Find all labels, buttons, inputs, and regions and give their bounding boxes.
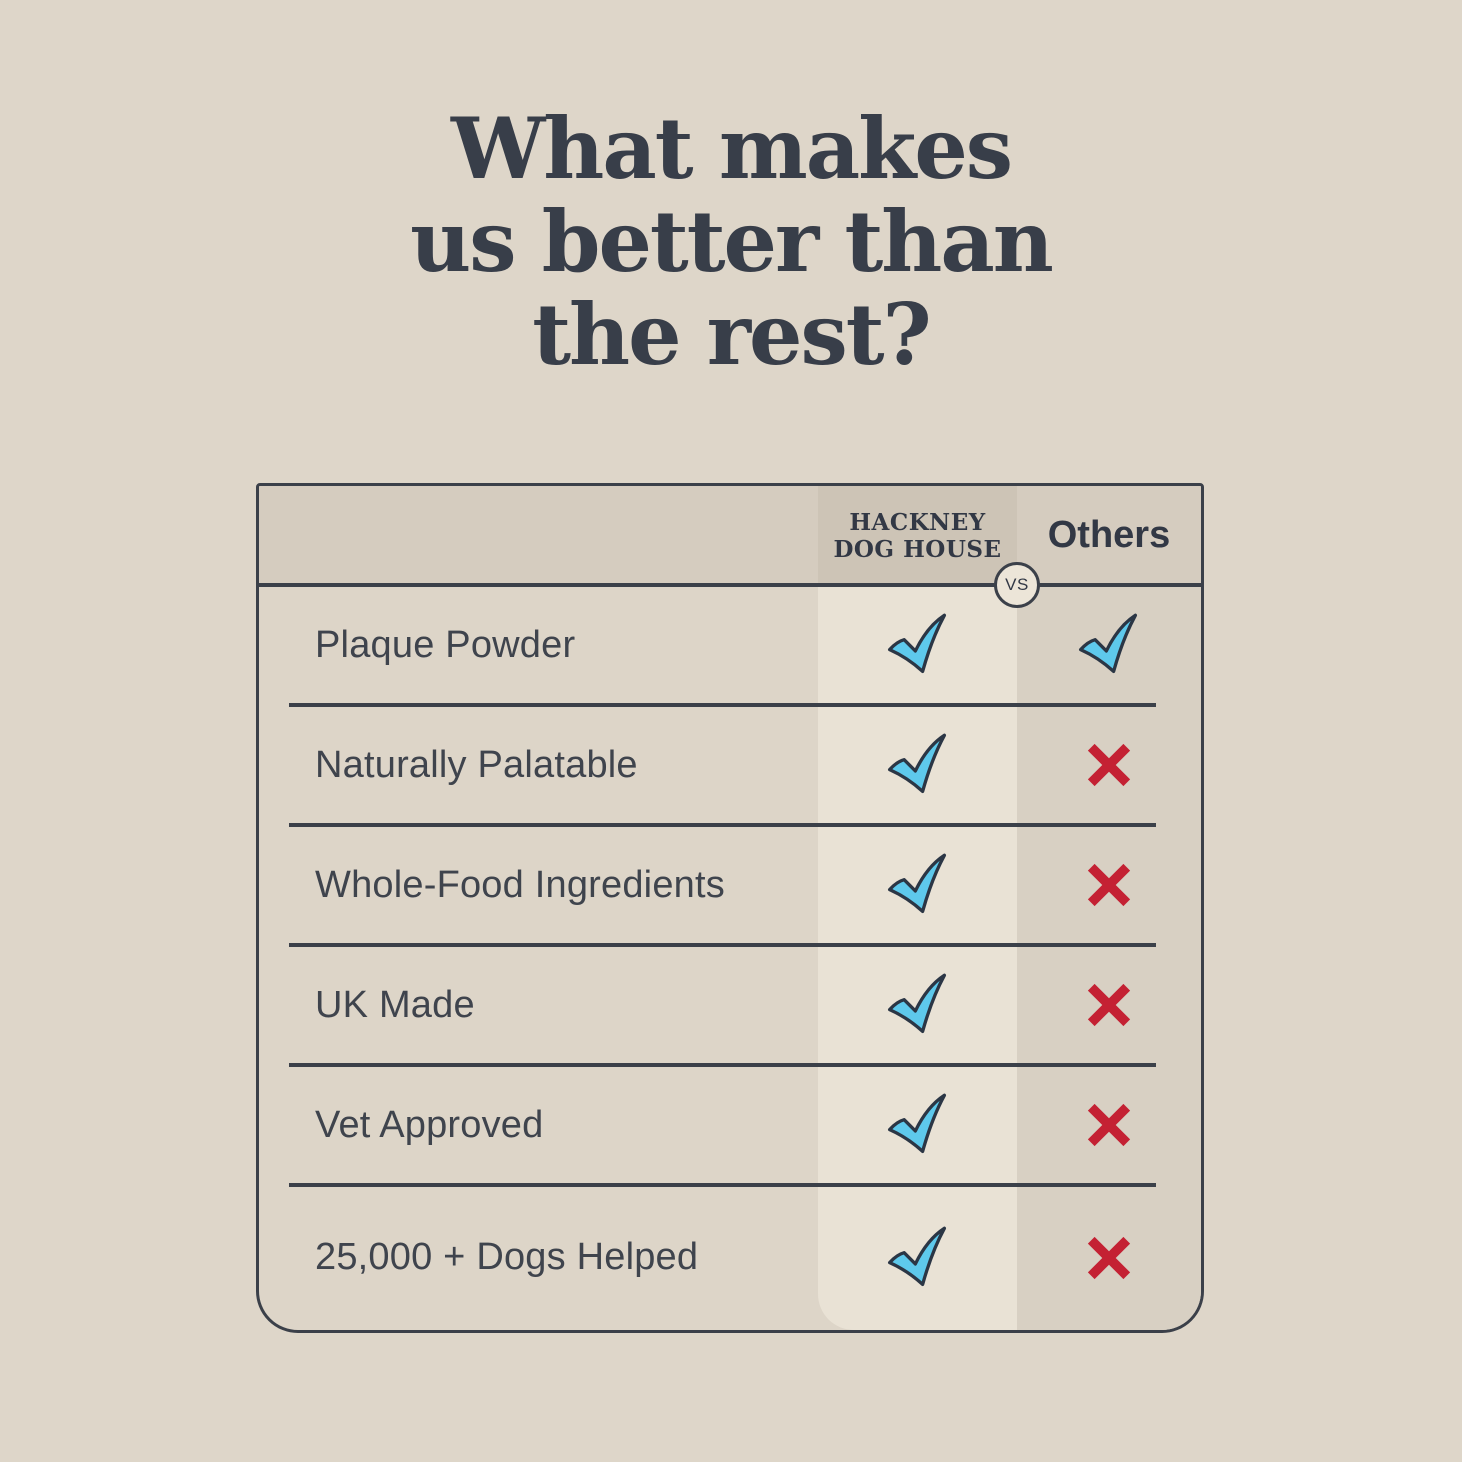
check-icon bbox=[885, 1092, 951, 1158]
table-row: Naturally Palatable bbox=[259, 705, 1201, 827]
cross-icon bbox=[1085, 1101, 1133, 1149]
feature-label: Whole-Food Ingredients bbox=[315, 863, 725, 906]
hackney-column-highlight bbox=[818, 585, 1017, 1330]
others-column-background bbox=[1017, 585, 1201, 1330]
hackney-value-cell bbox=[818, 852, 1017, 918]
title-line-3: the rest? bbox=[532, 285, 932, 384]
others-value-cell bbox=[1017, 861, 1201, 909]
check-icon bbox=[885, 732, 951, 798]
hackney-header-cell-background bbox=[818, 486, 1017, 585]
hackney-value-cell bbox=[818, 1092, 1017, 1158]
vs-badge-label: VS bbox=[1005, 575, 1029, 594]
table-rows: Plaque Powder Naturally Palatable Whole-… bbox=[259, 585, 1201, 1330]
check-icon bbox=[1076, 612, 1142, 678]
column-header-hackney: HACKNEY DOG HOUSE bbox=[818, 486, 1017, 585]
hackney-value-cell bbox=[818, 1225, 1017, 1291]
column-headers: HACKNEY DOG HOUSE Others bbox=[259, 486, 1201, 585]
header-divider-line bbox=[259, 583, 1201, 587]
check-icon bbox=[885, 1225, 951, 1291]
comparison-table: HACKNEY DOG HOUSE Others VS Plaque Powde… bbox=[256, 483, 1204, 1333]
table-header-background bbox=[259, 486, 1201, 585]
hackney-header-line-1: HACKNEY bbox=[849, 508, 986, 536]
feature-label: Naturally Palatable bbox=[315, 743, 638, 786]
cross-icon bbox=[1085, 861, 1133, 909]
column-header-others: Others bbox=[1047, 514, 1171, 556]
table-row: UK Made bbox=[259, 945, 1201, 1067]
cross-icon bbox=[1085, 981, 1133, 1029]
feature-label: Vet Approved bbox=[315, 1103, 544, 1146]
page-title: What makes us better than the rest? bbox=[0, 102, 1462, 381]
vs-badge: VS bbox=[994, 562, 1040, 608]
others-value-cell bbox=[1017, 612, 1201, 678]
check-icon bbox=[885, 972, 951, 1038]
table-row: Plaque Powder bbox=[259, 585, 1201, 707]
feature-label: UK Made bbox=[315, 983, 475, 1026]
table-row: Whole-Food Ingredients bbox=[259, 825, 1201, 947]
table-row: 25,000 + Dogs Helped bbox=[259, 1185, 1201, 1330]
hackney-value-cell bbox=[818, 612, 1017, 678]
feature-label: 25,000 + Dogs Helped bbox=[315, 1236, 699, 1278]
title-line-1: What makes bbox=[450, 99, 1013, 198]
check-icon bbox=[885, 612, 951, 678]
hackney-value-cell bbox=[818, 972, 1017, 1038]
cross-icon bbox=[1085, 741, 1133, 789]
feature-label: Plaque Powder bbox=[315, 623, 576, 666]
hackney-header-line-2: DOG HOUSE bbox=[833, 535, 1002, 563]
hackney-value-cell bbox=[818, 732, 1017, 798]
others-value-cell bbox=[1017, 1101, 1201, 1149]
title-line-2: us better than bbox=[410, 192, 1054, 291]
table-row: Vet Approved bbox=[259, 1065, 1201, 1187]
cross-icon bbox=[1085, 1234, 1133, 1282]
others-value-cell bbox=[1017, 741, 1201, 789]
others-value-cell bbox=[1017, 981, 1201, 1029]
others-value-cell bbox=[1017, 1234, 1201, 1282]
check-icon bbox=[885, 852, 951, 918]
